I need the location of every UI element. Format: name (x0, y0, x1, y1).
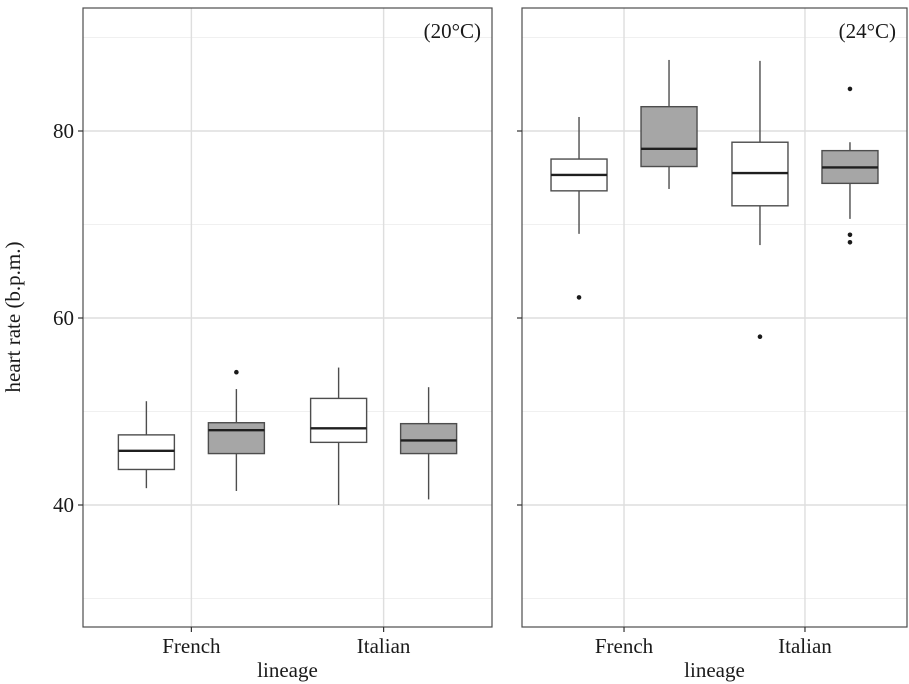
box-iqr (117, 434, 176, 471)
box-french-white (117, 401, 176, 489)
x-tick-label: Italian (357, 634, 411, 658)
outlier-point (847, 239, 853, 245)
box-french-white (550, 116, 608, 300)
box-italian-grey (399, 387, 458, 500)
x-tick-label: Italian (778, 634, 832, 658)
outlier-point (576, 295, 582, 300)
box-iqr (640, 105, 698, 168)
x-axis-title: lineage (257, 658, 318, 682)
outlier-point (847, 86, 853, 92)
panel-24c: French Italian lineage (24°C) (517, 7, 908, 682)
x-tick-label: French (162, 634, 221, 658)
panel-20c: 40 60 80 French Italian lineage (20°C) (53, 7, 493, 682)
outlier-point (234, 369, 239, 375)
y-tick-label: 80 (53, 119, 74, 143)
outlier-point (847, 232, 853, 238)
panel-label: (20°C) (424, 19, 481, 43)
x-axis-title: lineage (684, 658, 745, 682)
y-tick-label: 60 (53, 306, 74, 330)
y-axis-title: heart rate (b.p.m.) (1, 241, 25, 392)
box-iqr (399, 422, 458, 455)
box-french-grey (207, 369, 266, 491)
y-tick-label: 40 (53, 493, 74, 517)
box-italian-white (309, 367, 368, 505)
box-french-grey (640, 59, 698, 189)
box-italian-white (731, 60, 789, 340)
box-italian-grey (821, 86, 879, 245)
box-iqr (309, 397, 368, 444)
x-tick-label: French (595, 634, 654, 658)
panel-label: (24°C) (839, 19, 896, 43)
outlier-point (757, 334, 763, 340)
box-iqr (207, 422, 266, 455)
